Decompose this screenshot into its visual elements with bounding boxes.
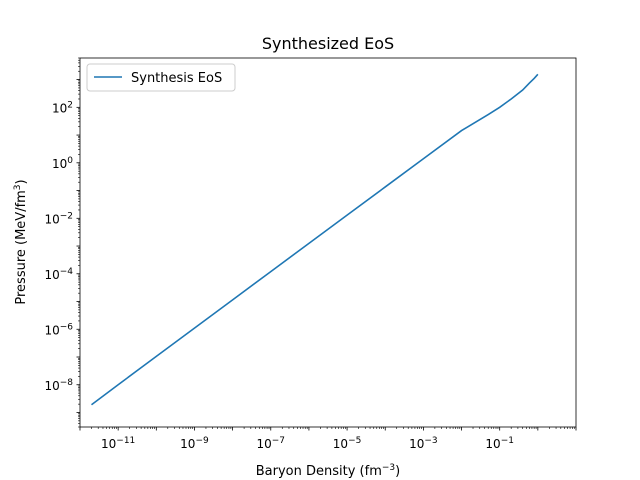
y-tick-label: 10−6 <box>44 322 73 337</box>
y-tick-label: 10−2 <box>44 211 73 226</box>
y-tick-label: 100 <box>52 156 73 171</box>
x-tick-label: 10−7 <box>256 436 285 451</box>
x-ticks: 10−11 10−9 10−7 10−5 10−3 10−1 <box>79 427 577 451</box>
y-tick-label: 10−8 <box>44 378 73 393</box>
y-axis-label: Pressure (MeV/fm3) <box>13 179 29 304</box>
chart-title: Synthesized EoS <box>262 34 394 53</box>
y-tick-label: 10−4 <box>44 267 73 282</box>
legend: Synthesis EoS <box>86 63 236 92</box>
x-tick-label: 10−3 <box>409 436 438 451</box>
legend-entry-synthesis-eos: Synthesis EoS <box>131 71 222 86</box>
y-tick-label: 102 <box>52 100 73 115</box>
series-group <box>91 73 539 406</box>
x-tick-label: 10−9 <box>180 436 209 451</box>
x-tick-label: 10−5 <box>333 436 362 451</box>
legend-box <box>86 63 236 92</box>
plot-area <box>79 57 577 428</box>
series-line-0 <box>91 73 539 406</box>
x-tick-label: 10−1 <box>485 436 514 451</box>
x-tick-label: 10−11 <box>101 436 135 451</box>
y-ticks: 10−8 10−6 10−4 10−2 100 102 <box>44 57 80 428</box>
x-axis-label: Baryon Density (fm−3) <box>256 463 400 479</box>
